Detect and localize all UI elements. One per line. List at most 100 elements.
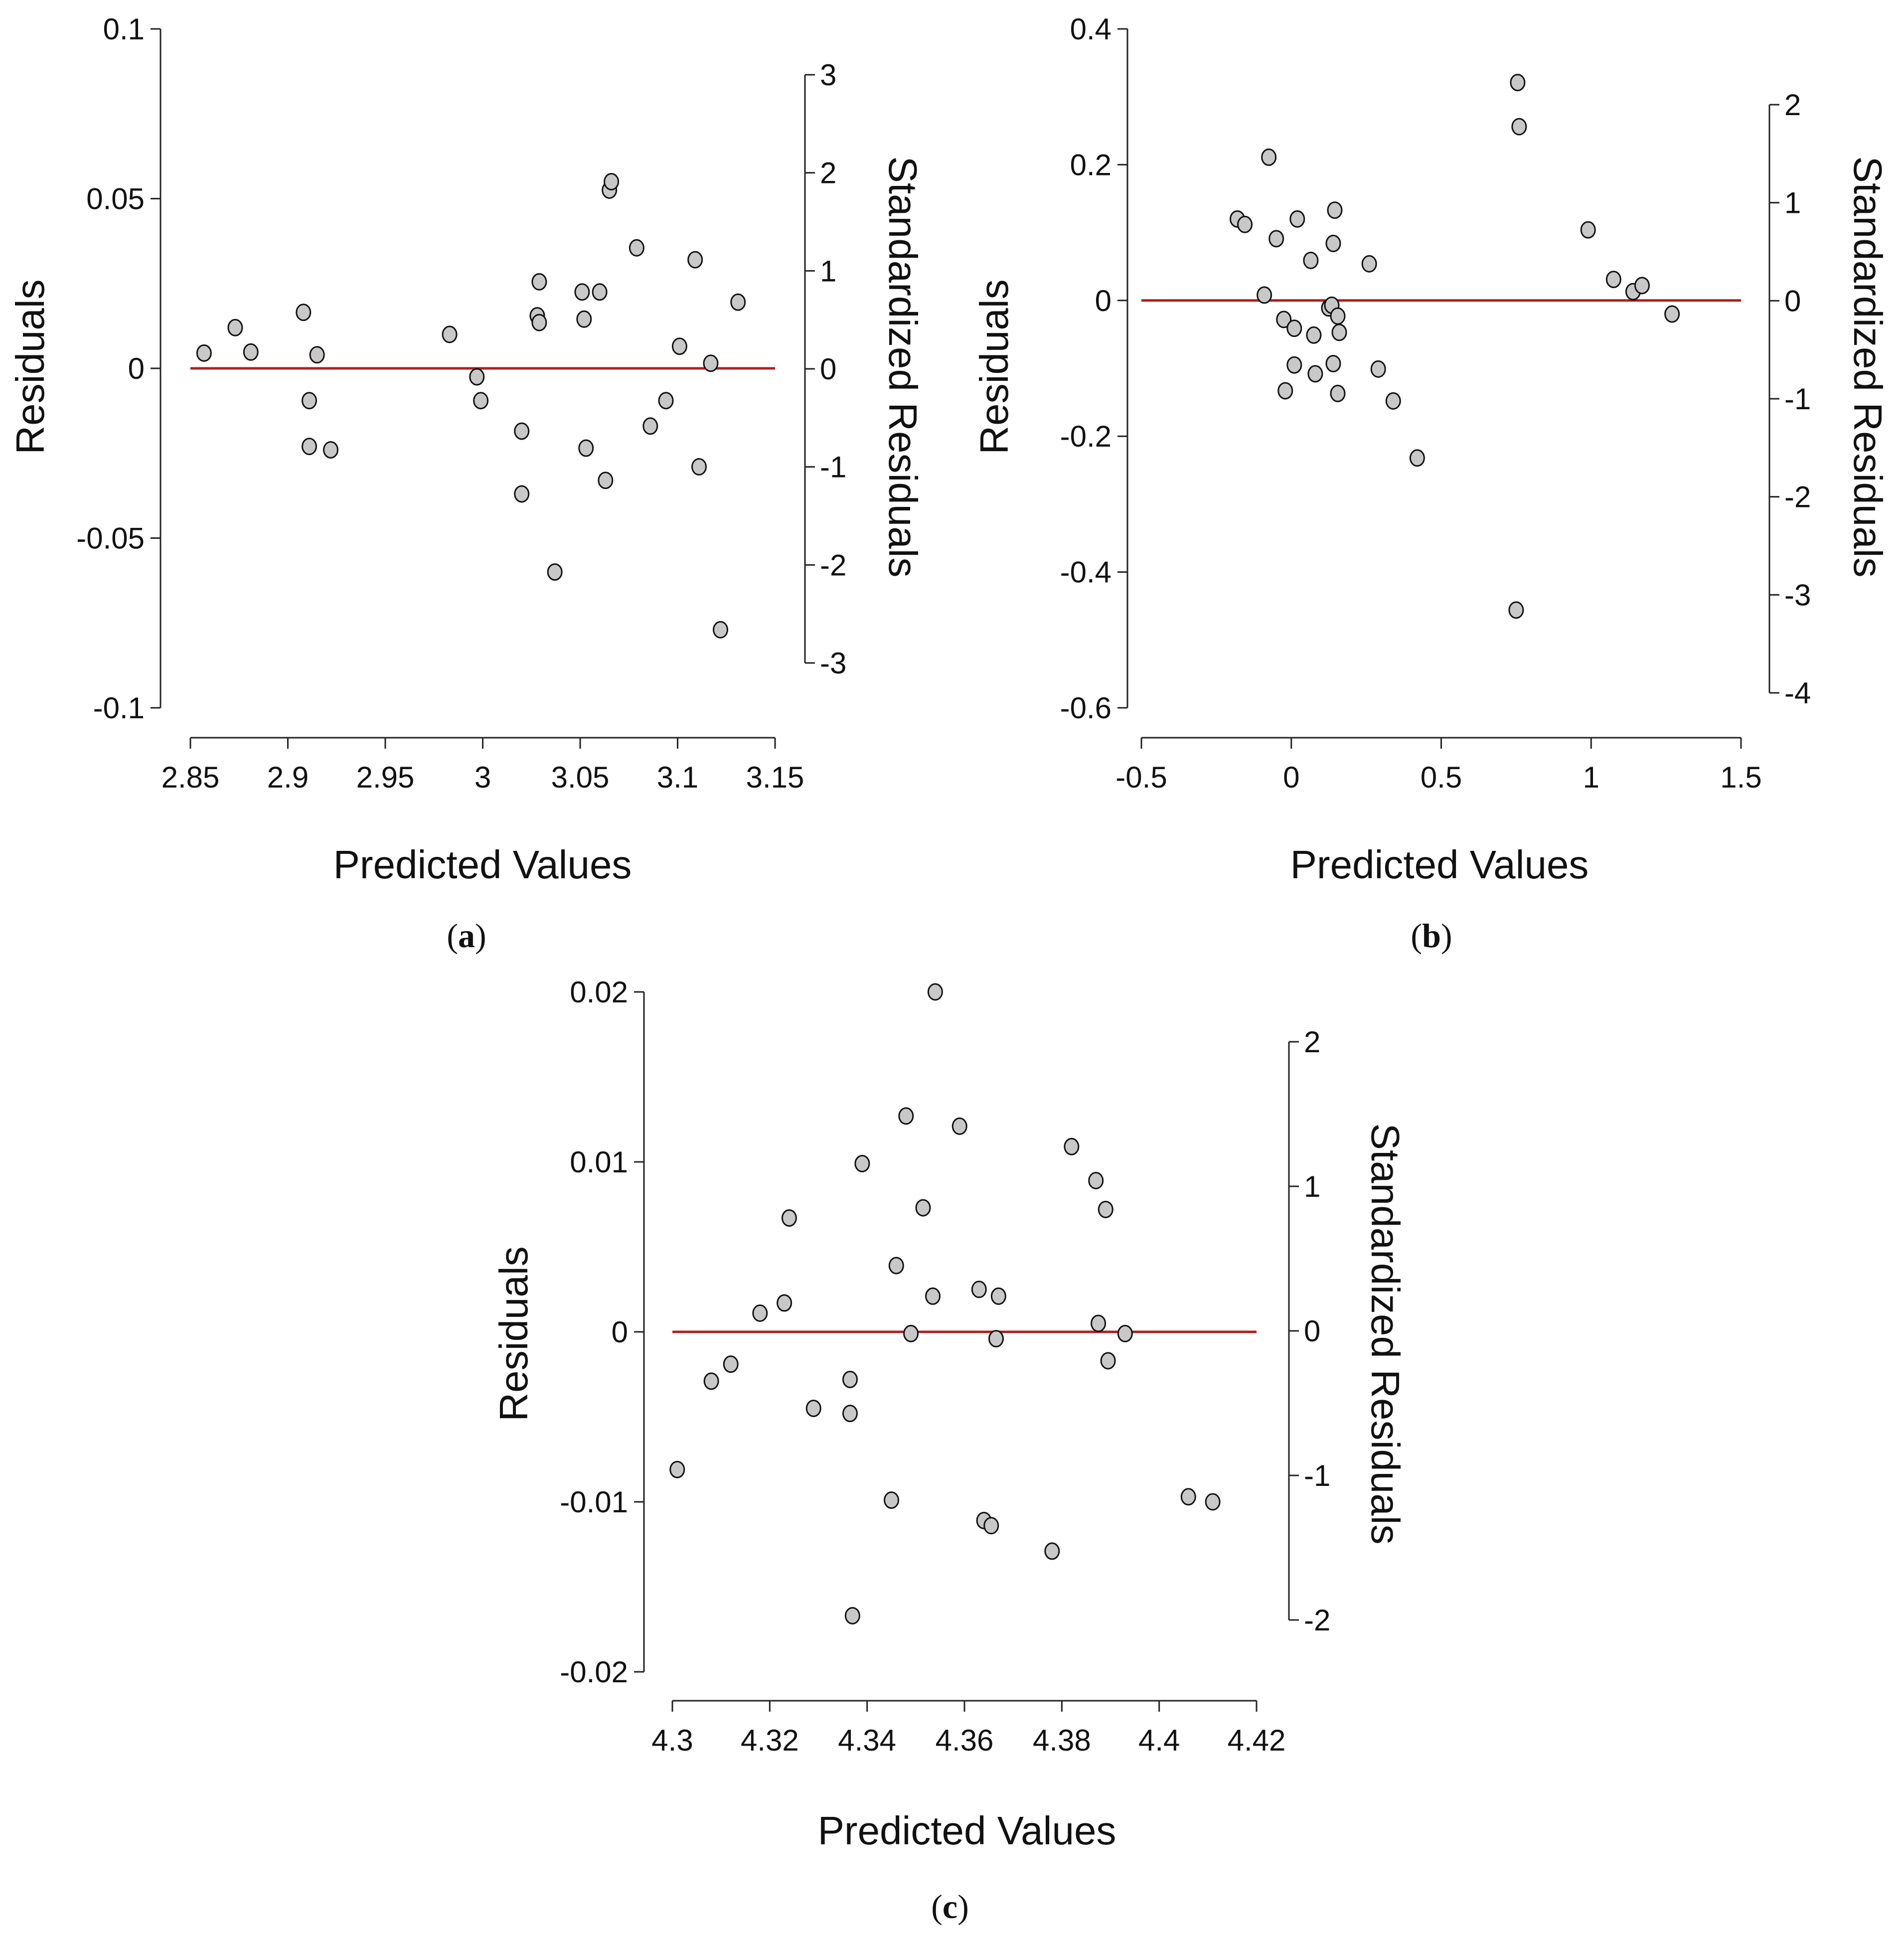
panel-c-data-point (805, 1399, 821, 1417)
panel-c-data-point (777, 1294, 793, 1312)
panel-a-data-point (514, 422, 530, 440)
panel-b-data-point (1276, 311, 1292, 328)
panel-c-y-tick-label: 0.02 (570, 975, 628, 1009)
panel-c-data-point (723, 1355, 739, 1373)
panel-b-data-point (1261, 148, 1277, 166)
panel-a-data-point (469, 368, 485, 386)
panel-c-data-point (842, 1405, 858, 1423)
panel-a-data-point (671, 337, 687, 355)
panel-a-caption: (a) (447, 917, 486, 955)
panel-b-data-point (1307, 365, 1323, 383)
panel-a-x-tick-label: 3.1 (657, 761, 698, 794)
panel-a-x-axis-title: Predicted Values (333, 842, 632, 887)
panel-a-data-point (531, 314, 547, 331)
panel-b-data-point (1330, 307, 1346, 325)
panel-a-data-point (687, 251, 703, 269)
panel-b-y2-tick-label: 2 (1784, 88, 1801, 122)
panel-c-plot-area: -0.02 -0.01 0 0.01 0.02 -2 -1 0 1 2 4.3 4.32 4.34 4.3… (560, 975, 1330, 1757)
panel-a-data-point (442, 325, 458, 343)
panel-b-data-point (1510, 74, 1526, 92)
panel-a-x-tick-label: 2.95 (356, 761, 415, 794)
panel-a-data-point (578, 439, 594, 457)
panel-a-data-point (703, 354, 719, 372)
panel-b-data-point (1409, 449, 1425, 467)
panel-a-data-point (323, 441, 339, 459)
panel-c-y2-tick-label: 0 (1304, 1314, 1320, 1348)
panel-b-data-point (1306, 326, 1322, 344)
panel-a-y2-tick-label: 2 (820, 157, 836, 190)
panel-c-caption: (c) (931, 1888, 969, 1926)
panel-c-x-axis-title: Predicted Values (818, 1808, 1116, 1853)
panel-a-data-point (227, 319, 243, 336)
panel-c-y2-tick-label: -1 (1304, 1459, 1330, 1492)
panel-c-x-tick-label: 4.36 (936, 1724, 994, 1757)
panel-b-y2-tick-label: 0 (1784, 284, 1801, 318)
panel-a-data-point (629, 239, 644, 257)
panel-c-data-point (1100, 1352, 1116, 1370)
panel-a-y2-tick-label: -3 (820, 646, 846, 680)
panel-b-data-point (1269, 230, 1284, 248)
panel-b-caption-letter: b (1422, 917, 1441, 955)
panel-a-x-tick-label: 3.15 (746, 761, 804, 794)
panel-a-data-point (598, 472, 614, 489)
panel-c: -0.02 -0.01 0 0.01 0.02 -2 -1 0 1 2 4.3 4.32 4.34 4.3… (491, 975, 1408, 1926)
panel-b-data-point (1370, 360, 1386, 378)
panel-a-data-point (576, 310, 592, 328)
panel-a-y2-axis-title: Standardized Residuals (881, 157, 925, 578)
panel-b-caption: (b) (1411, 917, 1452, 955)
panel-c-data-point (971, 1281, 987, 1298)
panel-b-data-point (1289, 210, 1305, 228)
panel-b-data-point (1237, 215, 1253, 233)
panel-c-data-point (842, 1370, 858, 1388)
panel-c-x-tick-label: 4.32 (741, 1724, 799, 1757)
panel-c-y-axis-title: Residuals (491, 1246, 536, 1421)
panel-c-data-point (1098, 1200, 1113, 1218)
panel-b-data-point (1303, 251, 1319, 269)
panel-c-data-point (1180, 1488, 1196, 1506)
panel-c-data-point (844, 1607, 860, 1624)
panel-b: -0.6 -0.4 -0.2 0 0.2 0.4 -4 -3 -2 -1 0 1 2 -0.5 0 0.5 1 1… (972, 12, 1890, 955)
panel-c-y2-axis-title: Standardized Residuals (1363, 1124, 1408, 1545)
panel-b-data-point (1634, 277, 1650, 295)
panel-c-y-tick-label: -0.01 (560, 1485, 628, 1519)
panel-a-data-point (196, 344, 212, 362)
panel-a-data-point (302, 392, 317, 410)
panel-b-plot-area: -0.6 -0.4 -0.2 0 0.2 0.4 -4 -3 -2 -1 0 1 2 -0.5 0 0.5 1 1… (1060, 12, 1811, 794)
panel-b-data-point (1361, 255, 1377, 273)
panel-a-plot-area: -0.1 -0.05 0 0.05 0.1 -3 -2 -1 0 1 2 3 2.85 2.9 2.95 3 3… (76, 12, 846, 794)
panel-a-data-point (309, 346, 325, 364)
panel-a-y-tick-label: 0 (128, 352, 145, 385)
panel-b-data-point (1580, 221, 1596, 239)
panel-c-y2-tick-label: -2 (1304, 1604, 1330, 1637)
panel-b-y2-tick-label: -3 (1784, 578, 1811, 612)
panel-c-y-tick-label: 0.01 (570, 1145, 628, 1179)
panel-b-data-point (1664, 305, 1680, 323)
panel-b-data-point (1325, 354, 1341, 372)
panel-b-y2-tick-label: -2 (1784, 481, 1811, 514)
panel-b-x-axis-title: Predicted Values (1290, 842, 1589, 887)
panel-b-data-point (1257, 286, 1272, 304)
panel-b-data-point (1331, 323, 1347, 341)
panel-c-caption-letter: c (943, 1888, 957, 1926)
panel-c-data-point (1088, 1172, 1104, 1190)
panel-c-data-point (884, 1491, 899, 1509)
panel-a-y-tick-label: -0.1 (93, 691, 145, 725)
panel-c-x-tick-label: 4.4 (1138, 1724, 1180, 1757)
panel-a-data-point (658, 392, 674, 410)
panel-c-data-point (888, 1257, 904, 1275)
panel-b-y2-axis-title: Standardized Residuals (1846, 157, 1890, 578)
panel-b-y2-tick-label: -4 (1784, 676, 1811, 710)
panel-b-x-tick-label: 0 (1283, 761, 1299, 794)
panel-b-data-point (1508, 601, 1524, 619)
panel-a-data-point (730, 293, 746, 311)
panel-a-caption-letter: a (458, 917, 475, 955)
panel-c-data-point (988, 1330, 1004, 1348)
panel-b-y-axis-title: Residuals (972, 279, 1016, 454)
panel-b-y-tick-label: 0 (1095, 284, 1111, 318)
panel-c-data-point (669, 1460, 685, 1478)
panel-a-y-tick-label: -0.05 (76, 522, 145, 555)
panel-c-data-point (703, 1372, 719, 1390)
panel-b-data-point (1330, 384, 1346, 402)
panel-a-x-tick-label: 3.05 (551, 761, 610, 794)
panel-c-data-point (1044, 1542, 1060, 1560)
